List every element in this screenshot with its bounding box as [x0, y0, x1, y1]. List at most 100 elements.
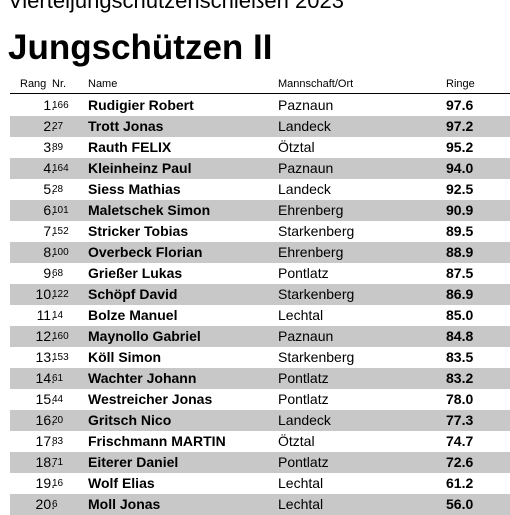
- score: 72.6: [446, 454, 474, 470]
- rank: 17.: [35, 433, 55, 449]
- table-row: 10. 122 Schöpf David Starkenberg 86.9: [10, 284, 510, 305]
- team: Landeck: [278, 181, 331, 197]
- header-rule: [10, 93, 510, 94]
- name: Stricker Tobias: [88, 223, 189, 239]
- name: Eiterer Daniel: [88, 454, 179, 470]
- number: 153: [52, 352, 69, 363]
- table-row: 9. 68 Grießer Lukas Pontlatz 87.5: [10, 263, 510, 284]
- table-row: 3. 89 Rauth FELIX Ötztal 95.2: [10, 137, 510, 158]
- number: 160: [52, 331, 69, 342]
- rank: 2.: [43, 118, 55, 134]
- score: 90.9: [446, 202, 474, 218]
- score: 94.0: [446, 160, 474, 176]
- score: 74.7: [446, 433, 474, 449]
- name: Kleinheinz Paul: [88, 160, 192, 176]
- team: Pontlatz: [278, 454, 329, 470]
- score: 92.5: [446, 181, 474, 197]
- number: 44: [52, 394, 64, 405]
- rank: 6.: [43, 202, 55, 218]
- name: Maynollo Gabriel: [88, 328, 201, 344]
- number: 89: [52, 142, 64, 153]
- name: Bolze Manuel: [88, 307, 178, 323]
- score: 83.2: [446, 370, 474, 386]
- table-row: 13. 153 Köll Simon Starkenberg 83.5: [10, 347, 510, 368]
- number: 6: [52, 499, 58, 510]
- name: Siess Mathias: [88, 181, 181, 197]
- number: 164: [52, 163, 69, 174]
- rank: 3.: [43, 139, 55, 155]
- rank: 7.: [43, 223, 55, 239]
- team: Ötztal: [278, 433, 315, 449]
- rank: 11.: [36, 307, 55, 323]
- table-row: 4. 164 Kleinheinz Paul Paznaun 94.0: [10, 158, 510, 179]
- rank: 5.: [43, 181, 55, 197]
- team: Landeck: [278, 412, 331, 428]
- table-row: 12. 160 Maynollo Gabriel Paznaun 84.8: [10, 326, 510, 347]
- team: Starkenberg: [278, 223, 355, 239]
- col-header: Nr.: [52, 78, 67, 90]
- name: Grießer Lukas: [88, 265, 183, 281]
- rank: 18.: [35, 454, 55, 470]
- score: 83.5: [446, 349, 474, 365]
- table-row: 17. 83 Frischmann MARTIN Ötztal 74.7: [10, 431, 510, 452]
- rank: 19.: [35, 475, 55, 491]
- number: 71: [52, 457, 64, 468]
- table-row: 18. 71 Eiterer Daniel Pontlatz 72.6: [10, 452, 510, 473]
- table-row: 1. 166 Rudigier Robert Paznaun 97.6: [10, 95, 510, 116]
- table-row: 2. 27 Trott Jonas Landeck 97.2: [10, 116, 510, 137]
- score: 56.0: [446, 496, 474, 512]
- table-row: 6. 101 Maletschek Simon Ehrenberg 90.9: [10, 200, 510, 221]
- name: Maletschek Simon: [88, 202, 211, 218]
- table-row: 20. 6 Moll Jonas Lechtal 56.0: [10, 494, 510, 515]
- table-row: 11. 14 Bolze Manuel Lechtal 85.0: [10, 305, 510, 326]
- table-row: 19. 16 Wolf Elias Lechtal 61.2: [10, 473, 510, 494]
- table-row: 15. 44 Westreicher Jonas Pontlatz 78.0: [10, 389, 510, 410]
- table-row: 16. 20 Gritsch Nico Landeck 77.3: [10, 410, 510, 431]
- name: Rudigier Robert: [88, 97, 194, 113]
- col-header: Rang: [20, 78, 47, 90]
- number: 27: [52, 121, 64, 132]
- number: 122: [52, 289, 69, 300]
- name: Wolf Elias: [88, 475, 155, 491]
- rank: 14.: [35, 370, 55, 386]
- team: Paznaun: [278, 160, 334, 176]
- team: Lechtal: [278, 496, 324, 512]
- team: Paznaun: [278, 328, 334, 344]
- subtitle: Vierteljungschützenschießen 2023: [8, 0, 344, 13]
- col-header: Mannschaft/Ort: [278, 78, 354, 90]
- rank: 16.: [35, 412, 55, 428]
- rank: 12.: [35, 328, 55, 344]
- table-row: 7. 152 Stricker Tobias Starkenberg 89.5: [10, 221, 510, 242]
- score: 87.5: [446, 265, 474, 281]
- score: 89.5: [446, 223, 474, 239]
- team: Ötztal: [278, 139, 315, 155]
- team: Starkenberg: [278, 349, 355, 365]
- team: Pontlatz: [278, 370, 329, 386]
- col-header: Ringe: [446, 78, 475, 90]
- rank: 13.: [35, 349, 55, 365]
- number: 28: [52, 184, 64, 195]
- team: Landeck: [278, 118, 331, 134]
- col-header: Name: [88, 78, 118, 90]
- team: Starkenberg: [278, 286, 355, 302]
- team: Lechtal: [278, 307, 324, 323]
- rank: 9.: [43, 265, 55, 281]
- name: Schöpf David: [88, 286, 178, 302]
- score: 84.8: [446, 328, 474, 344]
- number: 166: [52, 100, 69, 111]
- team: Paznaun: [278, 97, 334, 113]
- number: 16: [52, 478, 64, 489]
- score: 77.3: [446, 412, 474, 428]
- rank: 4.: [43, 160, 55, 176]
- rank: 10.: [35, 286, 55, 302]
- score: 61.2: [446, 475, 474, 491]
- score: 85.0: [446, 307, 474, 323]
- name: Overbeck Florian: [88, 244, 203, 260]
- name: Köll Simon: [88, 349, 162, 365]
- team: Pontlatz: [278, 391, 329, 407]
- number: 152: [52, 226, 69, 237]
- name: Frischmann MARTIN: [88, 433, 226, 449]
- number: 101: [52, 205, 69, 216]
- number: 20: [52, 415, 64, 426]
- name: Moll Jonas: [88, 496, 161, 512]
